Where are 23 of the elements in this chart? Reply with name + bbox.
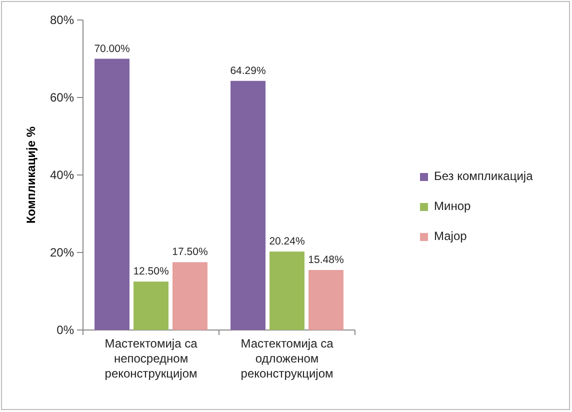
y-tick-label: 0%	[56, 322, 74, 337]
legend-label: Без компликација	[434, 169, 534, 183]
data-label: 20.24%	[269, 236, 305, 248]
bar	[230, 80, 266, 330]
bar	[308, 270, 344, 330]
bar	[134, 282, 168, 330]
bar	[94, 58, 130, 330]
bar	[270, 252, 304, 330]
data-label: 64.29%	[230, 64, 266, 77]
data-label: 70.00%	[94, 42, 130, 55]
y-tick-label: 20%	[50, 245, 74, 260]
legend-label: Мајор	[434, 229, 468, 243]
bar	[172, 262, 208, 330]
x-tick-label: Мастектомија са одложеном реконструкцијом	[240, 336, 334, 380]
data-label: 12.50%	[133, 266, 169, 278]
data-label: 15.48%	[308, 254, 344, 266]
y-tick-label: 80%	[50, 12, 74, 27]
y-axis-title: Компликације %	[24, 126, 38, 224]
y-tick-label: 40%	[50, 168, 74, 182]
x-tick-label: Мастектомија са непосредном реконструкцијом	[104, 336, 198, 380]
legend-label: Минор	[434, 199, 471, 213]
data-label: 17.50%	[172, 246, 208, 258]
y-tick-label: 60%	[50, 90, 74, 104]
